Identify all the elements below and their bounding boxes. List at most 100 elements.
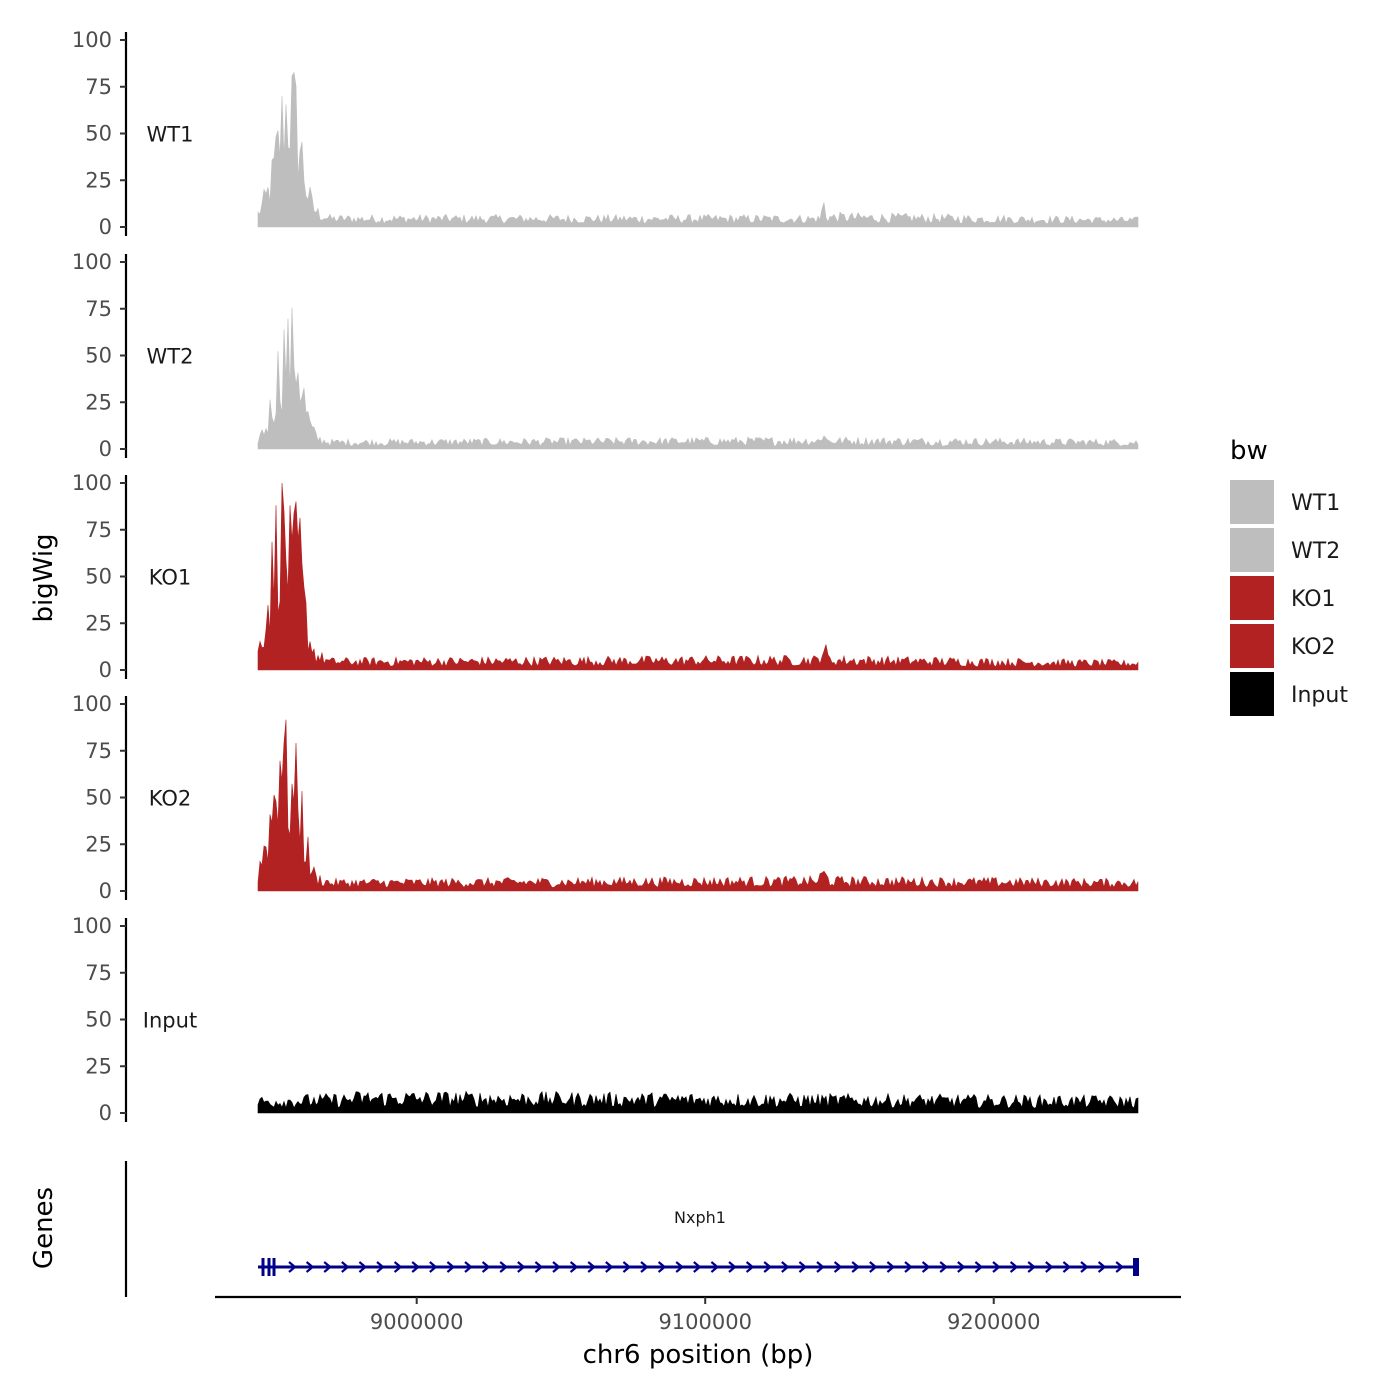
signal-area-input [257,1090,1139,1114]
y-tick-label: 50 [85,786,112,810]
track-label: KO1 [149,566,192,590]
strand-arrow [622,1261,632,1273]
y-tick-label: 0 [99,879,112,903]
strand-arrow [587,1261,596,1273]
strand-arrow [1080,1261,1089,1273]
strand-arrow [693,1261,702,1273]
strand-arrow [1027,1261,1036,1273]
exon [272,1258,276,1276]
strand-arrow [675,1261,684,1273]
strand-arrow [481,1261,491,1273]
y-tick-label: 100 [72,692,112,716]
exon [267,1258,271,1276]
gene-label: Nxph1 [674,1208,726,1227]
y-tick-label: 100 [72,914,112,938]
y-tick-label: 0 [99,658,112,682]
y-tick-label: 50 [85,344,112,368]
legend-label: Input [1291,683,1348,708]
signal-area-ko1 [257,482,1139,671]
y-axis-title: bigWig [29,533,59,622]
strand-arrow [992,1261,1001,1273]
y-tick-label: 50 [85,1008,112,1032]
strand-arrow [728,1261,737,1273]
strand-arrow [411,1261,420,1273]
strand-arrow [446,1261,456,1273]
legend-label: KO2 [1291,635,1336,660]
y-tick-label: 25 [85,611,112,635]
y-tick-label: 0 [99,437,112,461]
x-axis-title: chr6 position (bp) [583,1340,814,1370]
track-label: KO2 [149,787,192,811]
track-panel-ko1: 0 25 50 75 100 KO1 [72,471,1139,682]
legend-label: WT2 [1291,539,1340,564]
signal-area-ko2 [257,719,1139,892]
strand-arrow [517,1261,526,1273]
strand-arrow [552,1261,561,1273]
y-tick-label: 100 [72,250,112,274]
legend-swatch [1230,528,1274,572]
y-tick-label: 100 [72,471,112,495]
strand-arrow [781,1261,790,1273]
strand-arrow [957,1261,966,1273]
y-tick-label: 75 [85,961,112,985]
legend-title: bw [1230,436,1268,466]
legend-swatch [1230,480,1274,524]
strand-arrow [1062,1261,1072,1273]
strand-arrow [921,1261,931,1273]
gene-panel: Nxph1 [124,1161,1139,1297]
strand-arrow [798,1261,808,1273]
track-label: WT1 [147,123,194,147]
signal-area-wt1 [257,71,1139,228]
y-tick-label: 75 [85,75,112,99]
y-tick-label: 25 [85,1054,112,1078]
strand-arrow [499,1261,508,1273]
track-panel-wt2: 0 25 50 75 100 WT2 [72,250,1139,461]
track-panel-wt1: 0 25 50 75 100 WT1 [72,28,1139,239]
y-tick-label: 0 [99,1101,112,1125]
strand-arrow [763,1261,772,1273]
strand-arrow [534,1261,544,1273]
strand-arrow [376,1261,385,1273]
y-tick-label: 50 [85,122,112,146]
strand-arrow [323,1261,332,1273]
strand-arrow [393,1261,403,1273]
legend: bw WT1 WT2 KO1 KO2 Input [1230,436,1348,716]
strand-arrow [341,1261,350,1273]
strand-arrow [640,1261,649,1273]
strand-arrow [745,1261,755,1273]
legend-swatch [1230,624,1274,668]
strand-arrow [305,1261,315,1273]
strand-arrow [833,1261,843,1273]
strand-arrow [358,1261,368,1273]
y-tick-label: 25 [85,390,112,414]
strand-arrow [710,1261,720,1273]
legend-swatch [1230,672,1274,716]
exon [1133,1258,1139,1276]
track-panel-ko2: 0 25 50 75 100 KO2 [72,692,1139,903]
y-tick-label: 100 [72,28,112,52]
strand-arrow [657,1261,667,1273]
strand-arrow [1097,1261,1107,1273]
x-tick-label: 9200000 [947,1310,1041,1334]
y-tick-label: 50 [85,565,112,589]
strand-arrow [429,1261,438,1273]
strand-arrow [569,1261,579,1273]
y-tick-label: 75 [85,297,112,321]
legend-label: WT1 [1291,491,1340,516]
strand-arrow [1115,1261,1124,1273]
strand-arrow [1045,1261,1054,1273]
strand-arrow [904,1261,913,1273]
track-label: WT2 [147,345,194,369]
track-label: Input [143,1009,197,1033]
x-tick-label: 9000000 [370,1310,464,1334]
legend-label: KO1 [1291,587,1336,612]
strand-arrow [939,1261,948,1273]
y-tick-label: 25 [85,168,112,192]
strand-arrow [869,1261,878,1273]
track-panels: 0255075100WT10255075100WT20255075100KO10… [72,28,1139,1125]
strand-arrow [816,1261,825,1273]
strand-arrow [288,1261,297,1273]
y-tick-label: 25 [85,832,112,856]
y-tick-label: 75 [85,518,112,542]
